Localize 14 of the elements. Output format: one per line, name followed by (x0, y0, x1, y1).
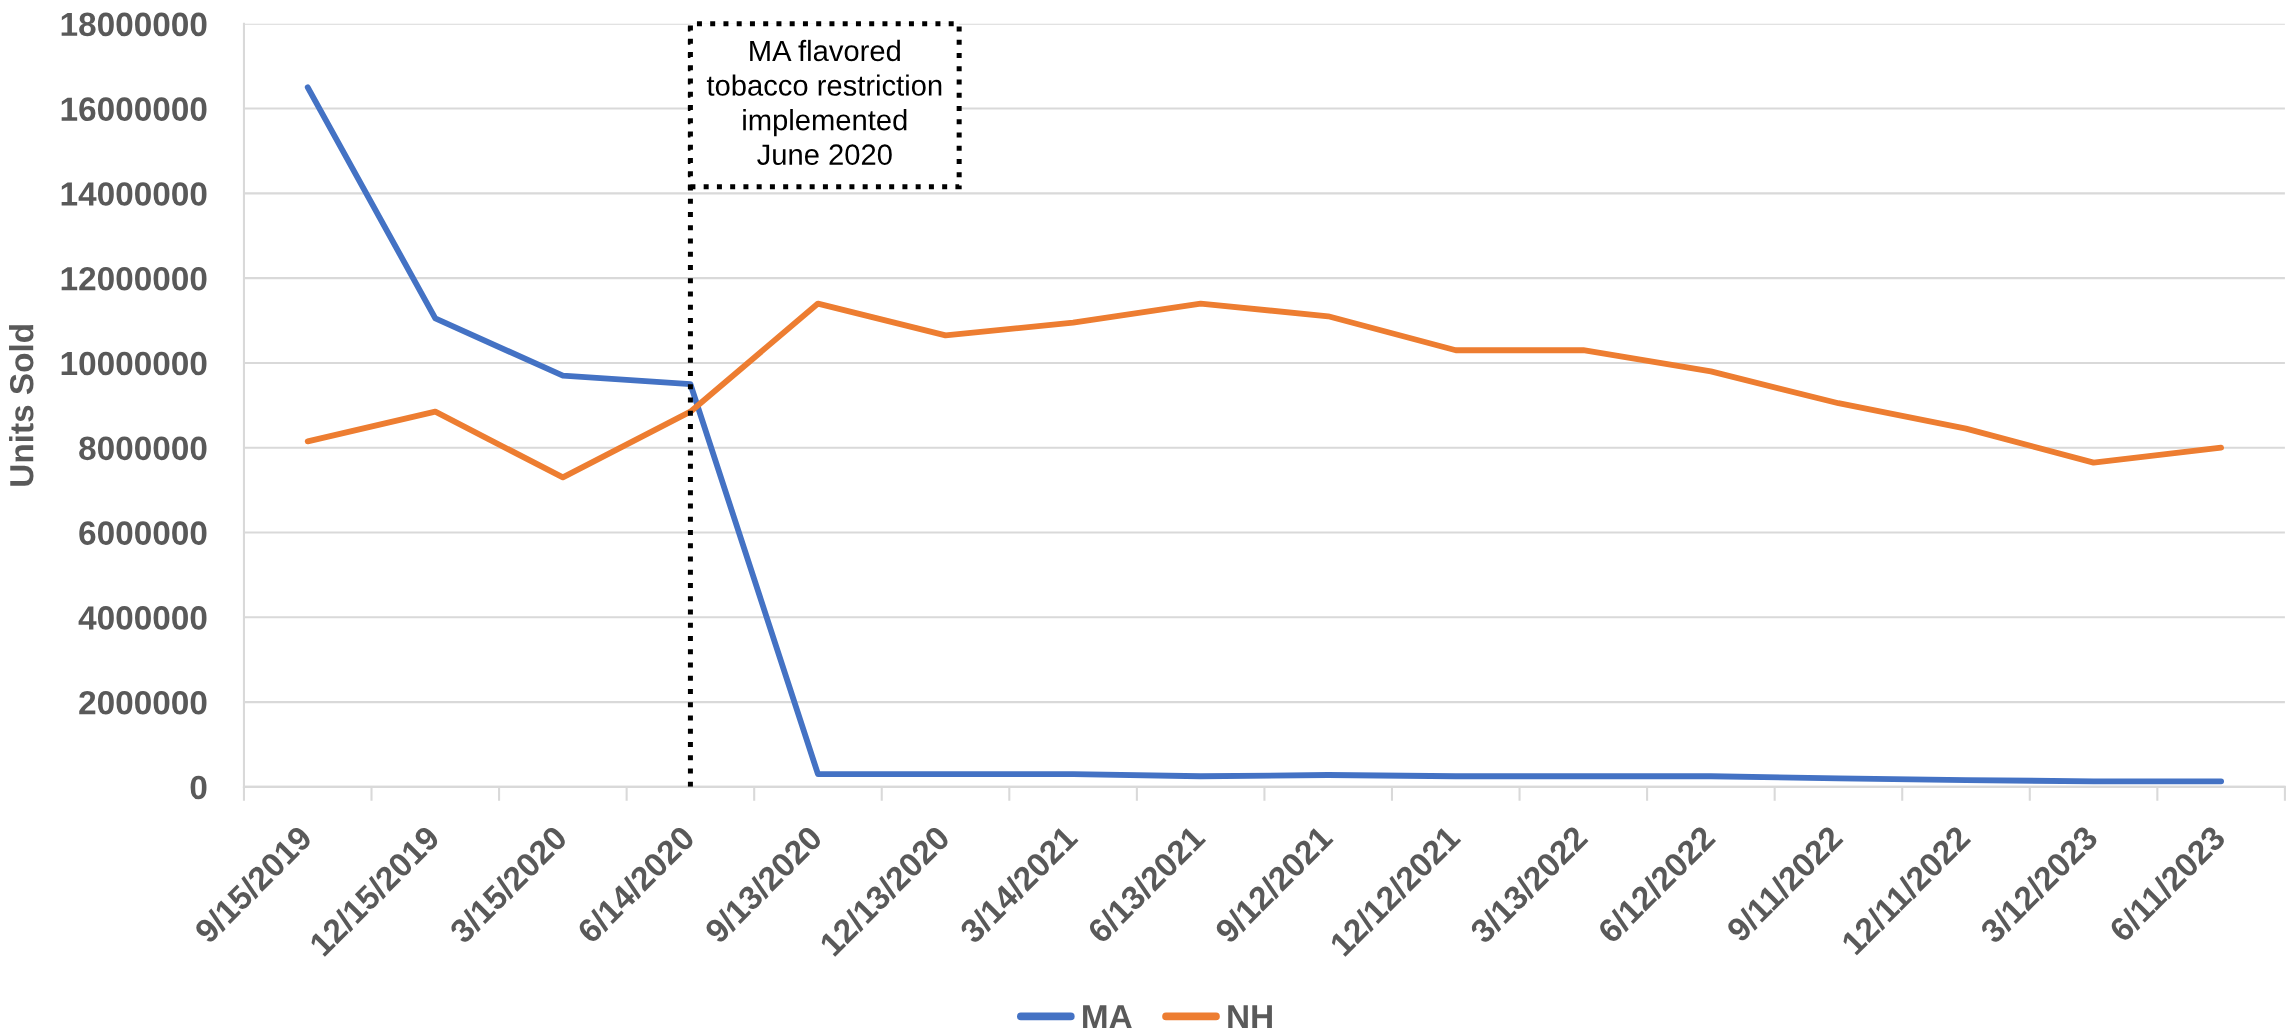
ref-line-label: MA flavored tobacco restriction implemented June 2020 (706, 39, 942, 166)
y-axis-title: Units Sold (9, 325, 34, 486)
legend-label: MA (1083, 1005, 1132, 1029)
y-tick-label: 14000000 (61, 182, 207, 206)
y-tick-label: 12000000 (61, 266, 207, 291)
y-tick-label: 4000000 (78, 606, 207, 630)
y-tick-label: 10000000 (61, 351, 207, 376)
y-tick-label: 16000000 (61, 97, 207, 121)
y-tick-label: 8000000 (79, 436, 207, 461)
y-tick-label: 6000000 (79, 521, 207, 545)
y-tick-label: 18000000 (61, 12, 207, 37)
y-tick-label: 2000000 (79, 690, 207, 715)
legend-label: NH (1228, 1005, 1272, 1029)
y-tick-label: 0 (190, 775, 207, 800)
